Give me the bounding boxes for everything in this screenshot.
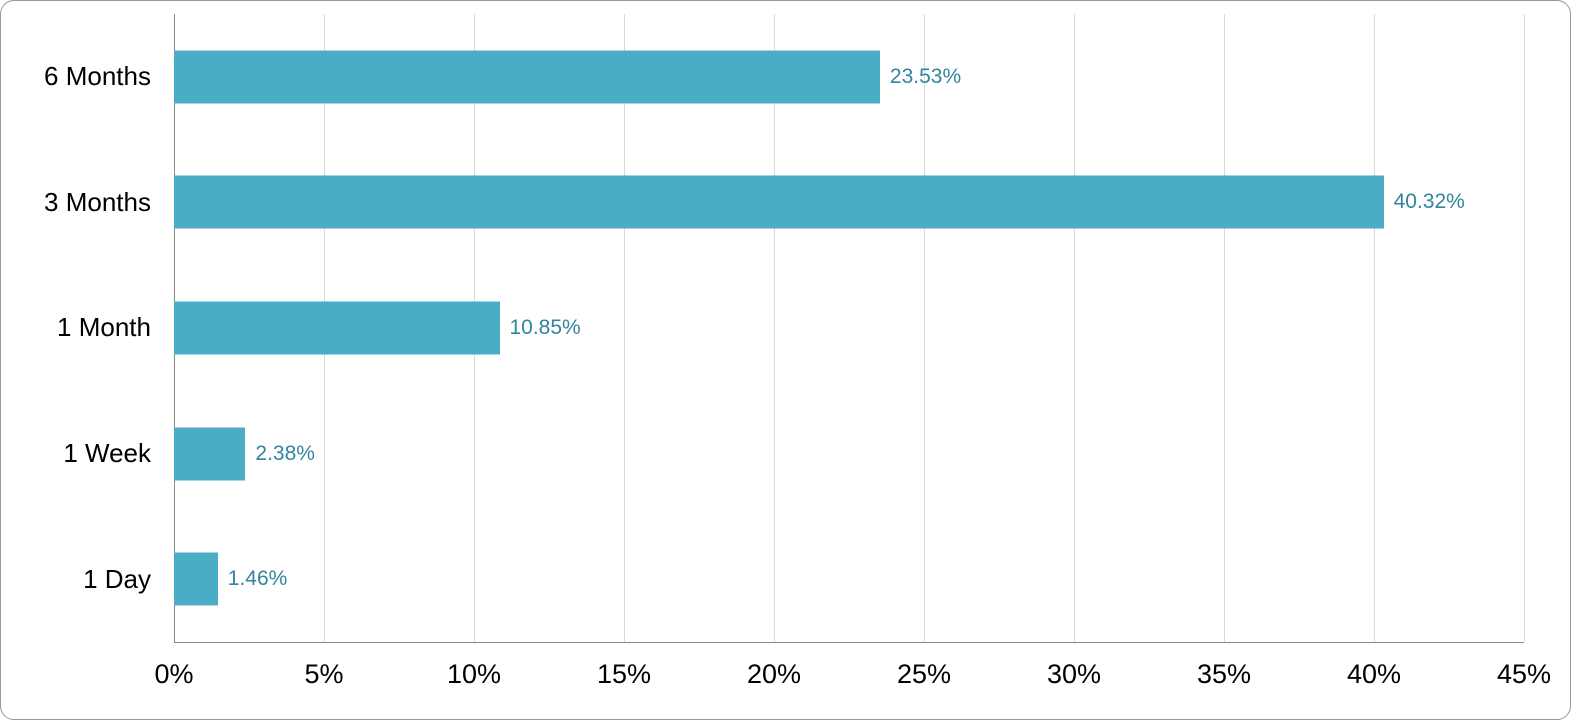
bar-row-1-month: 10.85% <box>174 265 1524 391</box>
x-tick-label-5%: 5% <box>304 659 344 689</box>
category-label-1-week: 1 Week <box>63 438 151 469</box>
x-tick-label-30%: 30% <box>1046 659 1102 689</box>
bar-value-label-6-months: 23.53% <box>889 64 962 88</box>
bar-1-week <box>174 427 246 481</box>
x-tick-label-0%: 0% <box>154 659 194 689</box>
category-label-3-months: 3 Months <box>44 186 151 217</box>
gridline-40% <box>1373 14 1375 642</box>
gridline-35% <box>1224 14 1225 642</box>
category-label-1-day: 1 Day <box>83 563 151 594</box>
category-label-1-month: 1 Month <box>57 312 151 343</box>
bar-row-1-day: 1.46% <box>174 516 1524 642</box>
y-axis-category-labels: 6 Months 3 Months 1 Month 1 Week 1 Day <box>1 14 151 642</box>
bar-3-months <box>174 175 1384 229</box>
bar-value-label-1-month: 10.85% <box>509 315 581 339</box>
category-label-6-months: 6 Months <box>44 61 151 92</box>
gridline-15% <box>624 14 625 642</box>
x-axis-line <box>174 642 1524 643</box>
x-tick-label-35%: 35% <box>1196 659 1252 689</box>
bar-value-label-1-week: 2.38% <box>255 441 315 465</box>
x-axis-tick-labels: 0% 5% 10% 15% 20% 25% 30% 35% 40% 45% <box>154 651 1551 701</box>
gridline-45% <box>1524 14 1525 642</box>
bar-value-label-3-months: 40.32% <box>1393 190 1465 214</box>
gridline-30% <box>1074 14 1075 642</box>
bar-6-months <box>174 50 880 104</box>
bar-row-1-week: 2.38% <box>174 391 1524 517</box>
bar-1-month <box>174 301 500 355</box>
bar-row-3-months: 40.32% <box>174 140 1524 266</box>
bar-value-label-1-day: 1.46% <box>227 567 288 591</box>
bar-row-6-months: 23.53% <box>174 14 1524 140</box>
plot-area: 23.53% 40.32% 10.85% 2.38% 1.46% <box>174 14 1525 643</box>
gridline-25% <box>924 14 925 642</box>
x-tick-label-20%: 20% <box>746 659 802 689</box>
bar-1-day <box>174 552 218 606</box>
x-tick-label-25%: 25% <box>896 659 952 689</box>
x-tick-label-40%: 40% <box>1346 659 1402 689</box>
x-tick-label-10%: 10% <box>446 659 502 689</box>
x-tick-label-45%: 45% <box>1496 659 1552 689</box>
gridline-20% <box>773 14 775 642</box>
x-tick-label-15%: 15% <box>596 659 652 689</box>
